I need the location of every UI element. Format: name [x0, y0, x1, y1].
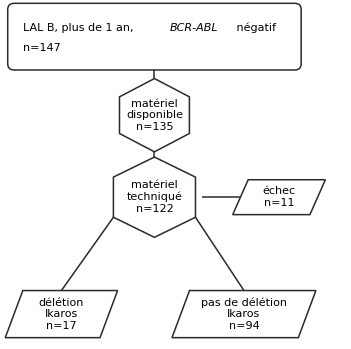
Text: LAL B, plus de 1 an,: LAL B, plus de 1 an, — [23, 23, 137, 33]
Text: délétion
Ikaros
n=17: délétion Ikaros n=17 — [39, 297, 84, 331]
Polygon shape — [113, 157, 196, 237]
Text: matériel
techniqué
n=122: matériel techniqué n=122 — [126, 180, 183, 214]
Text: pas de délétion
Ikaros
n=94: pas de délétion Ikaros n=94 — [201, 297, 287, 331]
Text: BCR-ABL: BCR-ABL — [170, 23, 219, 33]
Polygon shape — [5, 290, 118, 338]
Polygon shape — [233, 180, 325, 215]
Text: négatif: négatif — [233, 23, 276, 33]
Text: matériel
disponible
n=135: matériel disponible n=135 — [126, 98, 183, 132]
Text: n=147: n=147 — [23, 43, 61, 53]
FancyBboxPatch shape — [8, 3, 301, 70]
Polygon shape — [172, 290, 316, 338]
Polygon shape — [119, 79, 190, 152]
Text: échec
n=11: échec n=11 — [263, 186, 296, 208]
